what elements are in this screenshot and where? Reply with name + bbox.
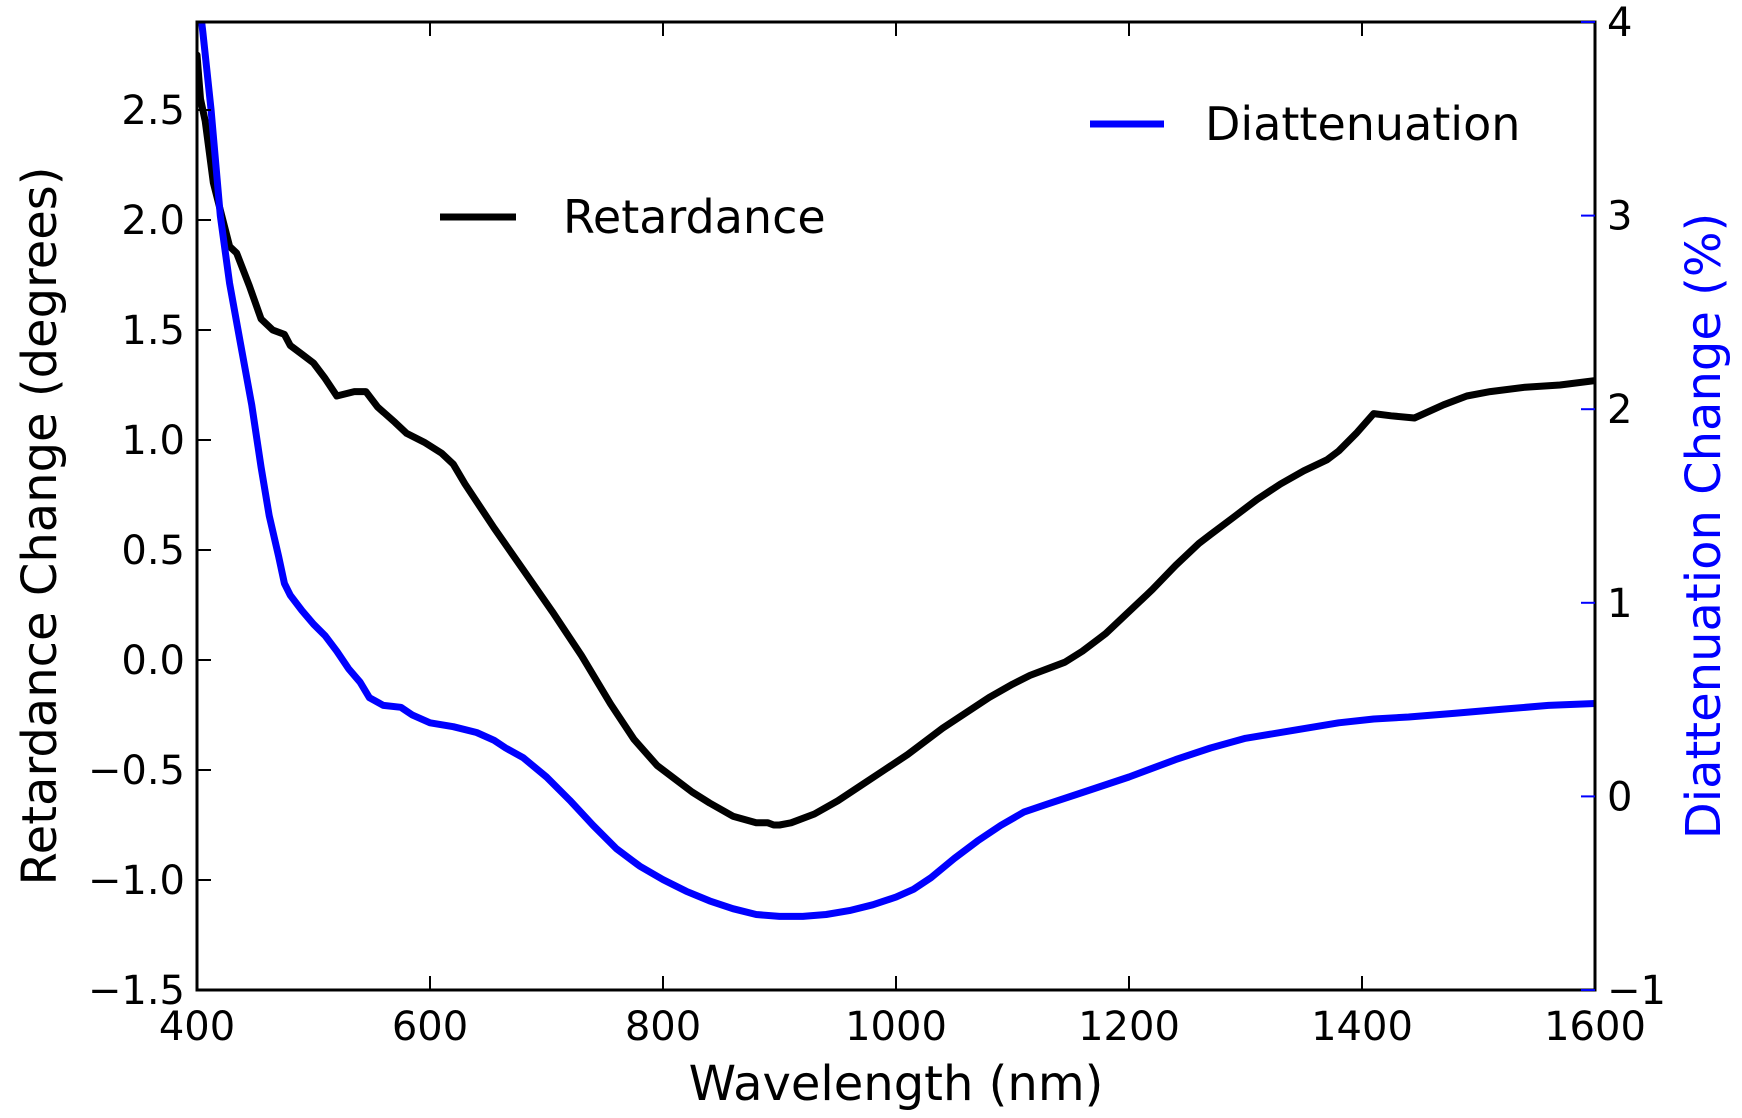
x-tick-label: 1400 — [1311, 1004, 1413, 1050]
legend-diattenuation-label: Diattenuation — [1205, 97, 1520, 151]
y-right-tick-label: 3 — [1607, 194, 1632, 240]
y-left-tick-label: −1.5 — [88, 968, 185, 1014]
y-left-tick-label: −0.5 — [88, 748, 185, 794]
y-left-tick-label: 1.5 — [121, 308, 185, 354]
y-left-tick-label: 1.0 — [121, 418, 185, 464]
x-tick-label: 600 — [392, 1004, 468, 1050]
x-tick-label: 800 — [625, 1004, 701, 1050]
y-right-tick-label: 1 — [1607, 581, 1632, 627]
y-axis-left-label: Retardance Change (degrees) — [12, 166, 68, 885]
x-tick-label: 1600 — [1544, 1004, 1646, 1050]
y-right-tick-label: 4 — [1607, 0, 1632, 46]
series-layer — [197, 22, 1595, 920]
y-left-tick-label: 0.0 — [121, 638, 185, 684]
plot-frame — [195, 20, 1597, 992]
legend-retardance: Retardance — [440, 190, 826, 244]
y-left-tick-label: 2.5 — [121, 88, 185, 134]
y-axis-right-label: Diattenuation Change (%) — [1676, 213, 1732, 839]
y-right-tick-label: 2 — [1607, 387, 1632, 433]
ticks-layer: 400 600 800 1000 1200 1400 1600 2.5 2.0 1.5 1.0 0.5… — [88, 0, 1666, 1050]
legend-retardance-label: Retardance — [563, 190, 826, 244]
y-right-tick-label: −1 — [1607, 968, 1666, 1014]
y-left-tick-label: −1.0 — [88, 858, 185, 904]
y-left-tick-label: 2.0 — [121, 198, 185, 244]
x-tick-label: 400 — [159, 1004, 235, 1050]
y-right-tick-label: 0 — [1607, 774, 1632, 820]
series-line-diattenuation — [198, 22, 1595, 920]
x-axis-label: Wavelength (nm) — [689, 1056, 1104, 1112]
series-line-retardance — [197, 51, 1595, 829]
x-tick-label: 1200 — [1078, 1004, 1180, 1050]
legend-diattenuation: Diattenuation — [1090, 97, 1520, 151]
y-left-tick-label: 0.5 — [121, 528, 185, 574]
x-tick-label: 1000 — [845, 1004, 947, 1050]
